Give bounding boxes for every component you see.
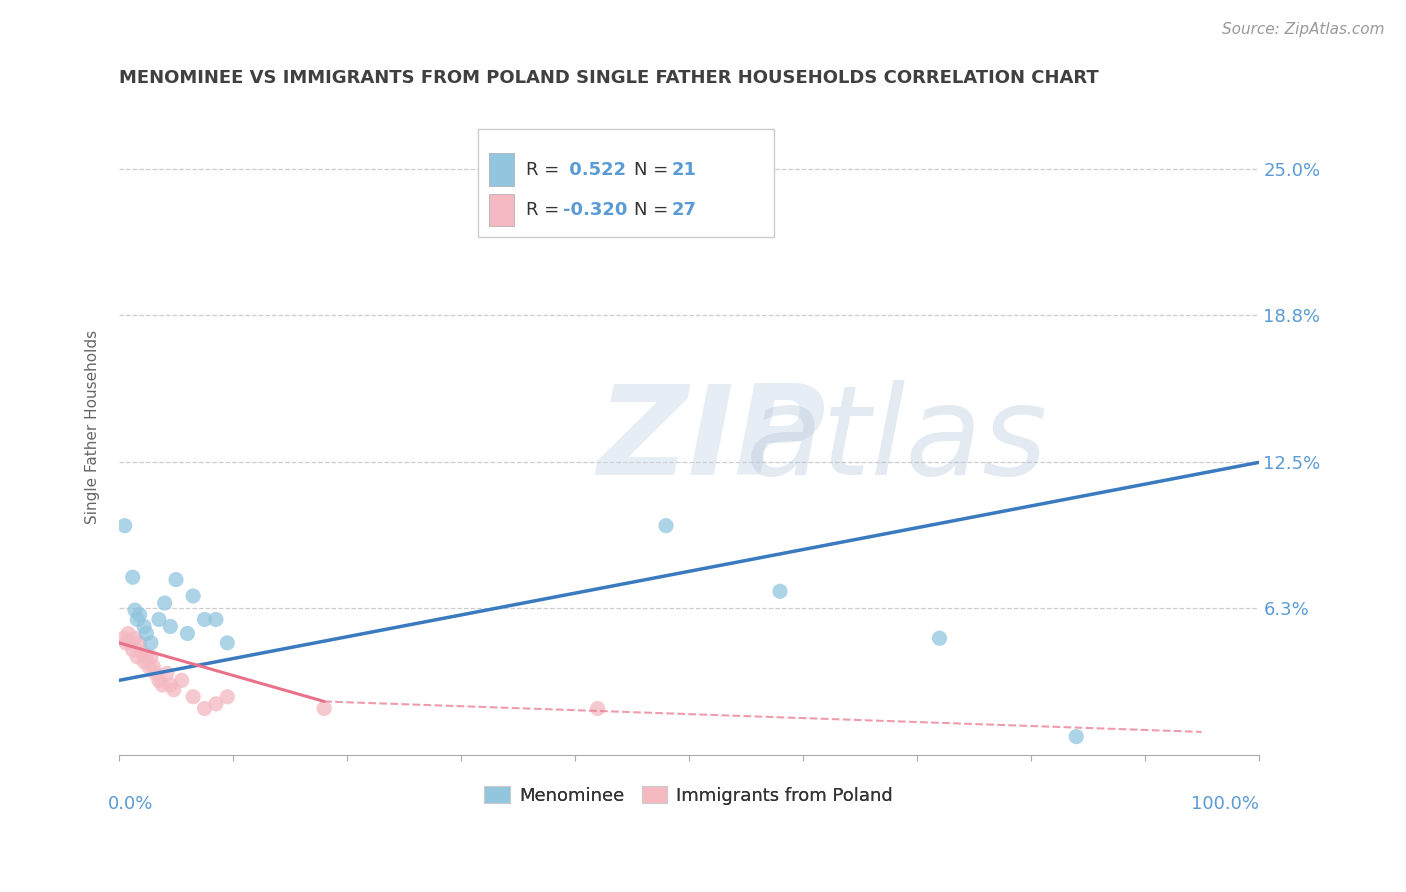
Point: [139, 636, 162, 650]
Point: [117, 626, 139, 640]
Point: [769, 584, 792, 599]
Bar: [489, 194, 515, 227]
Point: [156, 666, 179, 681]
Point: [148, 612, 170, 626]
Point: [114, 518, 136, 533]
Point: [586, 701, 609, 715]
Point: [138, 659, 160, 673]
Point: [217, 636, 239, 650]
Point: [121, 570, 143, 584]
Point: [121, 643, 143, 657]
Point: [128, 636, 150, 650]
Point: [205, 612, 228, 626]
Point: [1064, 730, 1087, 744]
Point: [142, 659, 165, 673]
Point: [120, 636, 142, 650]
Point: [127, 612, 149, 626]
Point: [134, 655, 156, 669]
Point: [115, 636, 138, 650]
Point: [131, 645, 153, 659]
Point: [135, 649, 157, 664]
Text: N =: N =: [634, 161, 673, 179]
Point: [655, 518, 678, 533]
Text: R =: R =: [526, 161, 565, 179]
Text: N =: N =: [634, 201, 673, 219]
Text: R =: R =: [526, 201, 565, 219]
Legend: Menominee, Immigrants from Poland: Menominee, Immigrants from Poland: [477, 780, 900, 812]
Text: 0.0%: 0.0%: [108, 795, 153, 813]
Point: [205, 697, 228, 711]
Point: [135, 626, 157, 640]
Point: [193, 612, 215, 626]
FancyBboxPatch shape: [478, 128, 775, 237]
Point: [159, 619, 181, 633]
Point: [134, 619, 156, 633]
Text: 27: 27: [672, 201, 697, 219]
Point: [150, 678, 173, 692]
Y-axis label: Single Father Households: Single Father Households: [86, 330, 100, 524]
Point: [928, 631, 950, 645]
Point: [165, 573, 187, 587]
Point: [139, 649, 162, 664]
Text: 21: 21: [672, 161, 697, 179]
Point: [148, 673, 170, 688]
Point: [127, 649, 149, 664]
Point: [170, 673, 193, 688]
Point: [193, 701, 215, 715]
Text: -0.320: -0.320: [564, 201, 628, 219]
Point: [124, 603, 146, 617]
Point: [314, 701, 336, 715]
Point: [176, 626, 198, 640]
Point: [159, 678, 181, 692]
Bar: [489, 153, 515, 186]
Text: Source: ZipAtlas.com: Source: ZipAtlas.com: [1222, 22, 1385, 37]
Point: [163, 682, 186, 697]
Point: [124, 631, 146, 645]
Text: 100.0%: 100.0%: [1191, 795, 1258, 813]
Point: [181, 589, 204, 603]
Text: ZIP: ZIP: [598, 380, 827, 501]
Text: atlas: atlas: [745, 380, 1047, 501]
Point: [112, 631, 135, 645]
Point: [217, 690, 239, 704]
Point: [181, 690, 204, 704]
Point: [153, 596, 176, 610]
Point: [128, 607, 150, 622]
Point: [145, 666, 167, 681]
Text: MENOMINEE VS IMMIGRANTS FROM POLAND SINGLE FATHER HOUSEHOLDS CORRELATION CHART: MENOMINEE VS IMMIGRANTS FROM POLAND SING…: [120, 69, 1099, 87]
Text: 0.522: 0.522: [564, 161, 627, 179]
